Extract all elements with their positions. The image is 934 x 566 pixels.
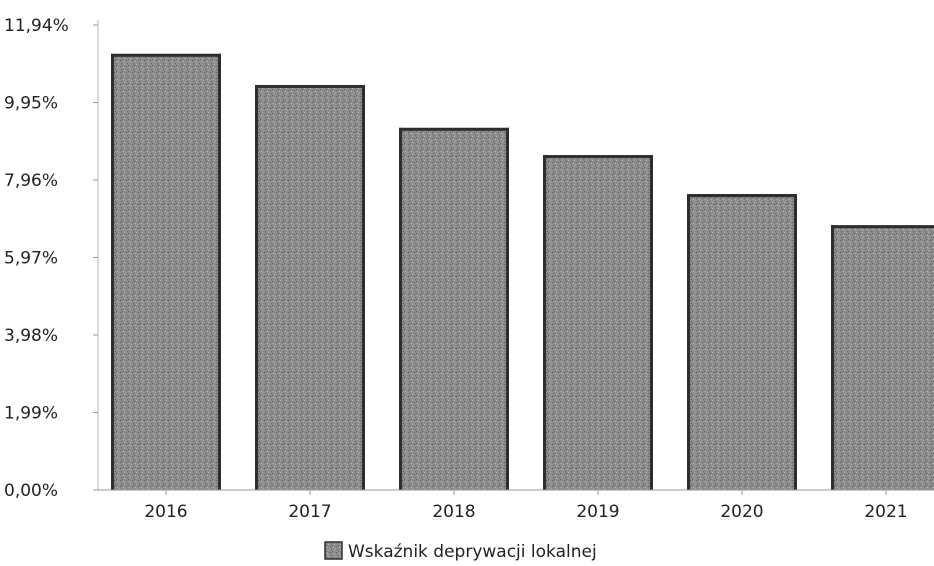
x-tick-label: 2021	[864, 502, 907, 522]
y-tick-label: 11,94%	[4, 16, 69, 36]
bar-fill	[831, 225, 934, 490]
x-tick-label: 2017	[288, 502, 331, 522]
x-tick-label: 2018	[432, 502, 475, 522]
bar-edge-left	[399, 127, 402, 490]
bar-edge-top	[831, 225, 934, 229]
x-tick-label: 2019	[576, 502, 619, 522]
legend-swatch	[324, 541, 343, 560]
x-tick-label: 2016	[144, 502, 187, 522]
bar-edge-top	[111, 53, 221, 57]
bar	[543, 155, 653, 490]
bar-edge-right	[506, 127, 509, 490]
bar-edge-top	[255, 84, 365, 88]
y-tick-label: 9,95%	[4, 94, 58, 114]
bar-edge-left	[831, 225, 834, 490]
bar	[687, 194, 797, 491]
x-axis: 2016 2017 2018 2019 2020 2021	[98, 489, 934, 522]
bar-edge-left	[687, 194, 690, 491]
y-tick-label: 5,97%	[4, 249, 58, 269]
bars-group	[111, 53, 934, 491]
y-tick-label: 1,99%	[4, 404, 58, 424]
bar	[831, 225, 934, 490]
y-tick-label: 7,96%	[4, 171, 58, 191]
x-tick-label: 2020	[720, 502, 763, 522]
bar-edge-top	[687, 194, 797, 198]
y-tick-label: 3,98%	[4, 326, 58, 346]
legend: Wskaźnik deprywacji lokalnej	[324, 541, 597, 562]
bar-fill	[543, 155, 653, 490]
bar-edge-right	[218, 53, 221, 491]
legend-label: Wskaźnik deprywacji lokalnej	[348, 542, 597, 562]
bar-edge-left	[255, 84, 258, 490]
bar-edge-top	[543, 155, 653, 159]
bar	[399, 127, 509, 490]
y-tick-label: 0,00%	[4, 481, 58, 501]
bar-edge-right	[794, 194, 797, 491]
y-axis: 0,00% 1,99% 3,98% 5,97% 7,96% 9,95% 11,94%	[4, 16, 99, 501]
bar-edge-top	[399, 127, 509, 131]
bar-fill	[399, 127, 509, 490]
bar	[255, 84, 365, 490]
bar-fill	[687, 194, 797, 491]
bar-edge-left	[111, 53, 114, 491]
bar	[111, 53, 221, 491]
bar-fill	[111, 53, 221, 491]
bar-fill	[255, 84, 365, 490]
bar-edge-right	[650, 155, 653, 490]
bar-edge-right	[362, 84, 365, 490]
bar-edge-left	[543, 155, 546, 490]
